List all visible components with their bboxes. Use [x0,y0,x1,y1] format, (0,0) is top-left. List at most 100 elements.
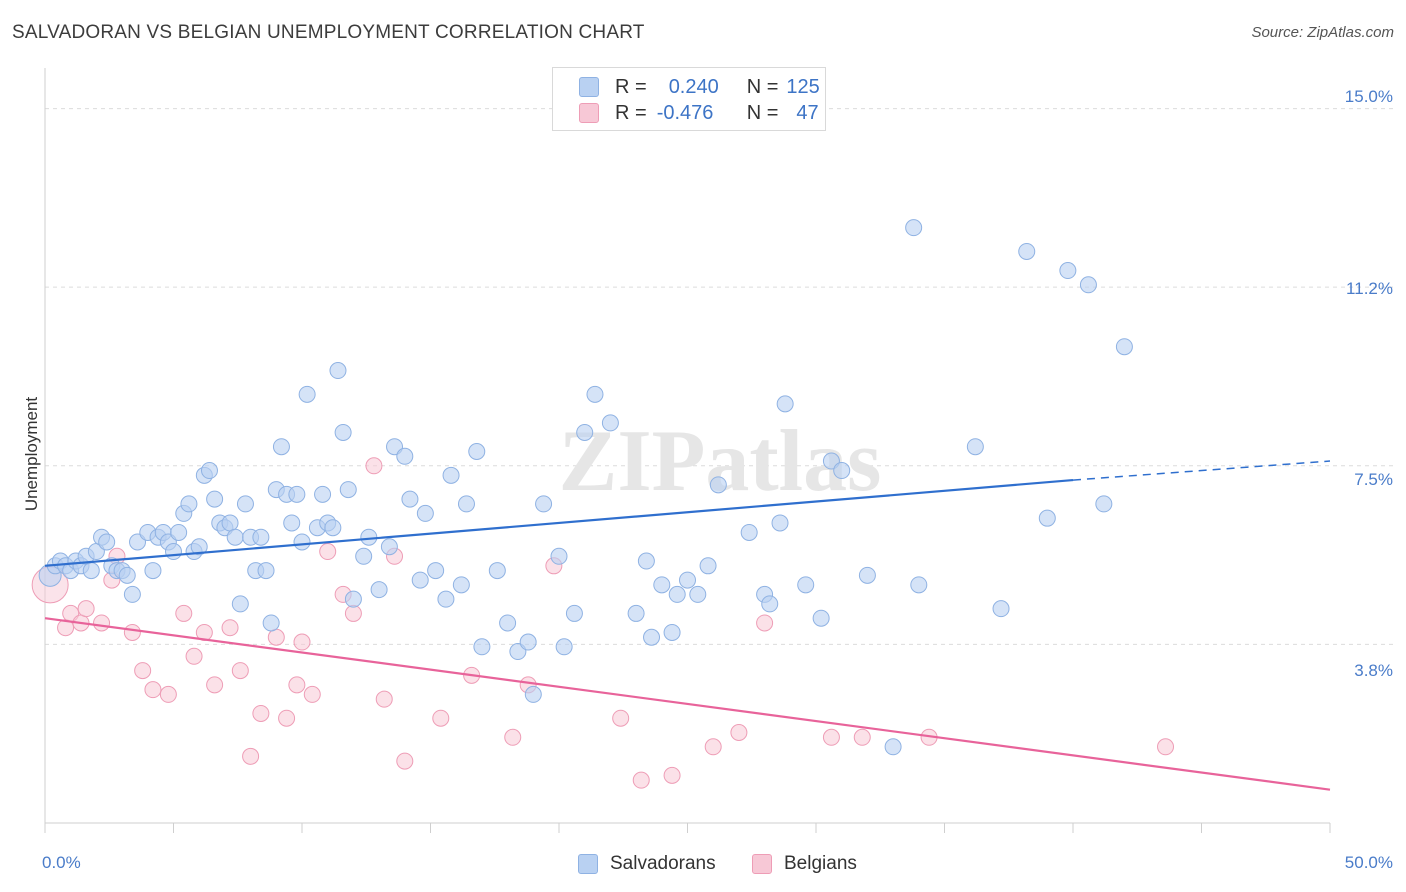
salvadoran-point [555,638,573,656]
salvadoran-point [905,219,923,237]
belgian-point [293,633,311,651]
salvadoran-point [1038,509,1056,527]
salvadoran-point [679,571,696,589]
belgian-point [144,681,162,699]
salvadoran-point [344,590,362,608]
salvadoran-points [38,219,1133,756]
salvadoran-point [812,609,830,627]
salvadoran-point [411,571,429,589]
salvadoran-point [709,476,727,494]
salvadoran-point [499,614,517,632]
salvadoran-point [82,562,100,580]
salv-n-value: 125 [786,75,820,98]
salvadoran-point [1095,495,1113,513]
belgian-point [396,752,414,770]
salvadoran-point [797,576,815,594]
salvadoran-point [206,490,224,508]
salvadoran-point [236,495,254,513]
salvadoran-point [858,566,876,584]
salvadoran-point [488,562,506,580]
salvadoran-point [355,547,373,565]
source-label: Source: ZipAtlas.com [1251,24,1394,41]
salv-n-label: N = [746,75,779,98]
salvadorans-label: Salvadorans [610,853,716,874]
belgian-point [853,728,871,746]
salvadoran-point [288,485,306,503]
belgian-point [344,604,362,622]
salvadoran-point [226,528,244,546]
salvadoran-point [771,514,789,532]
belgian-point [252,704,270,722]
salvadoran-point [257,562,275,580]
chart-title: SALVADORAN VS BELGIAN UNEMPLOYMENT CORRE… [12,22,645,43]
belgian-point [134,662,152,680]
belg-n-value: 47 [796,101,819,124]
salvadoran-point [1059,262,1077,280]
salvadoran-point [643,628,661,646]
belg-r-label: R = [615,101,647,124]
salvadoran-point [298,385,316,403]
salvadoran-legend-swatch [578,854,598,874]
salvadoran-point [992,600,1010,618]
salvadoran-point [668,585,686,603]
salvadoran-point [442,466,460,484]
salvadoran-point [339,481,357,499]
belgian-point [319,543,337,561]
salvadoran-point [1018,242,1036,260]
salvadoran-point [370,581,388,599]
belgian-point [303,685,321,703]
salvadoran-point [653,576,671,594]
belgian-point [175,604,193,622]
salvadoran-point [170,523,188,541]
belgian-point [221,619,239,637]
grid [45,108,1395,645]
salvadoran-point [468,443,486,460]
salvadoran-point [221,514,239,532]
salvadoran-point [452,576,470,594]
belgian-point [632,771,650,789]
belgian-point [185,647,203,665]
legend-row-salvadorans: R = 0.240 N = 125 [579,74,820,100]
salvadoran-point [262,614,280,632]
salvadoran-point [576,423,594,441]
belgian-point [77,600,95,618]
belgians-label: Belgians [784,853,857,874]
salvadoran-point [601,414,619,432]
correlation-legend: R = 0.240 N = 125 R = -0.476 N = 47 [552,67,826,131]
salvadoran-point [293,533,311,551]
salvadoran-point [165,543,182,561]
belgian-point [375,690,393,708]
salvadoran-point [272,438,290,456]
salvadoran-point [380,538,398,556]
salvadoran-point [324,519,342,537]
salvadoran-point [524,685,542,703]
salvadoran-point [180,495,198,513]
y-tick-label: 15.0% [1344,87,1393,106]
y-tick-label: 11.2% [1346,279,1393,298]
salvadoran-point [1115,338,1133,356]
belgian-point [822,728,840,746]
belgian-legend-swatch [752,854,772,874]
belgian-point [432,709,450,727]
salvadoran-point [252,528,270,546]
belg-n-label: N = [746,101,779,124]
salv-r-value: 0.240 [668,75,719,98]
salvadoran-point [663,623,681,641]
salvadoran-point [699,557,717,575]
belgian-point [93,614,111,632]
belgian-point [756,614,774,632]
belgian-point [278,709,296,727]
x-tick-label: 0.0% [42,853,81,872]
legend-row-belgians: R = -0.476 N = 47 [579,100,819,126]
legend-item-belgians: Belgians [752,852,857,876]
y-tick-label: 3.8% [1354,661,1393,680]
salvadoran-point [473,638,491,656]
salvadoran-point [761,595,779,613]
salvadoran-point [910,576,928,594]
belgian-point [123,623,141,641]
axes [44,68,1331,833]
salvadoran-point [200,462,218,480]
salvadoran-point [427,562,445,580]
salvadoran-point [314,485,332,503]
salvadoran-point [565,604,583,622]
